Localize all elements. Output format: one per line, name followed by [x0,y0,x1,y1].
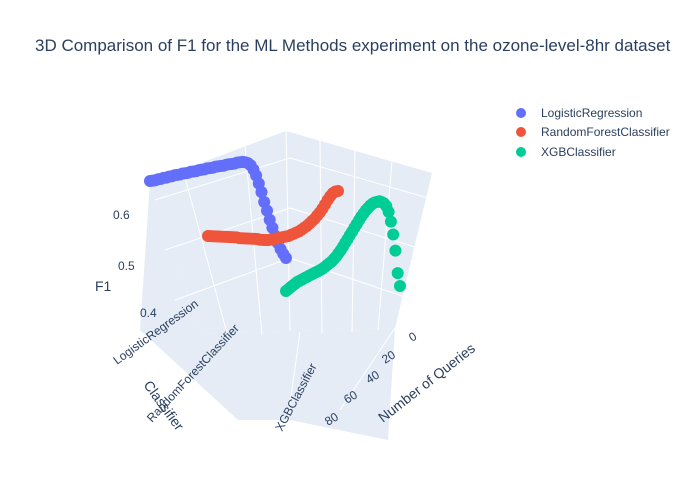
legend-label: XGBClassifier [541,145,616,159]
grid-line [377,160,393,331]
legend-label: RandomForestClassifier [541,125,670,139]
data-point [389,244,402,257]
data-point [261,204,273,217]
x-tick-label: 0 [406,329,419,345]
data-point [384,215,397,228]
legend-marker [516,147,526,157]
z-axis-ticks: 0.6 0.5 0.4 [113,208,157,320]
grid-line [339,327,396,411]
grid-line [289,257,409,299]
data-point [255,186,268,199]
z-tick-label: 0.5 [118,259,135,273]
grid-line [319,139,323,335]
z-axis-title: F1 [95,278,112,294]
data-point [391,267,404,280]
z-tick-label: 0.6 [113,208,130,222]
grid-line [289,157,429,199]
z-tick-label: 0.4 [140,306,157,320]
legend-marker [516,127,526,137]
grid-line [182,169,229,338]
legend-marker [516,108,526,118]
floor-plane [201,328,395,440]
legend-item-xgbclassifier[interactable]: XGBClassifier [516,145,616,159]
data-point [394,280,406,292]
data-point [280,252,292,264]
legend-item-logisticregression[interactable]: LogisticRegression [516,106,642,120]
data-point [387,228,400,241]
grid-line [287,331,301,419]
grid-line [351,149,356,333]
data-point [382,205,395,218]
left-wall-plane [140,182,290,420]
data-point [332,185,344,197]
legend: LogisticRegression RandomForestClassifie… [516,106,670,159]
legend-item-randomforestclassifier[interactable]: RandomForestClassifier [516,125,670,139]
grid-line [174,257,291,301]
chart-title: 3D Comparison of F1 for the ML Methods e… [35,36,671,55]
legend-label: LogisticRegression [541,106,642,120]
grid-line [154,157,291,201]
data-markers [144,155,406,297]
